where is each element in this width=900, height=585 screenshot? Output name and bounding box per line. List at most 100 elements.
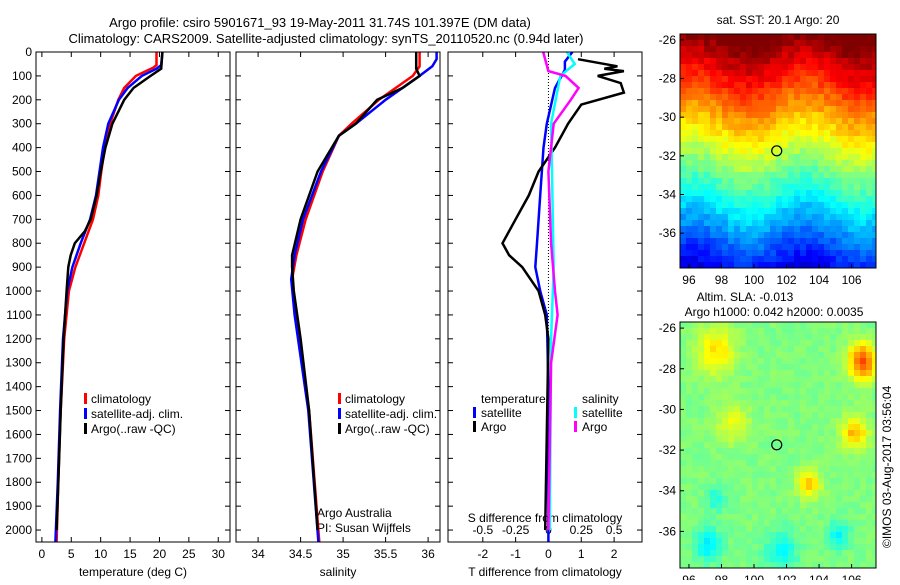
map-cell	[752, 484, 758, 490]
map-cell	[722, 532, 728, 538]
map-cell	[704, 364, 710, 370]
map-cell	[830, 478, 836, 484]
map-cell	[842, 232, 848, 238]
map-cell	[734, 418, 740, 424]
map-cell	[740, 148, 746, 154]
map-cell	[752, 220, 758, 226]
map-cell	[740, 394, 746, 400]
map-cell	[746, 526, 752, 532]
map-cell	[680, 460, 686, 466]
map-cell	[812, 232, 818, 238]
map-cell	[728, 70, 734, 76]
map-cell	[788, 112, 794, 118]
map-cell	[722, 106, 728, 112]
map-cell	[812, 388, 818, 394]
map-cell	[728, 262, 734, 268]
map-cell	[716, 388, 722, 394]
map-cell	[734, 346, 740, 352]
map-cell	[764, 340, 770, 346]
map-cell	[692, 514, 698, 520]
map-cell	[848, 184, 854, 190]
map-cell	[704, 460, 710, 466]
map-cell	[746, 430, 752, 436]
map-cell	[758, 136, 764, 142]
map-cell	[872, 388, 876, 394]
map-cell	[836, 70, 842, 76]
map-cell	[710, 478, 716, 484]
map-cell	[734, 454, 740, 460]
map-cell	[776, 472, 782, 478]
map-cell	[788, 40, 794, 46]
map-cell	[866, 388, 872, 394]
map-cell	[806, 376, 812, 382]
map-cell	[818, 136, 824, 142]
map-cell	[704, 70, 710, 76]
map-cell	[758, 130, 764, 136]
map-cell	[854, 220, 860, 226]
map-cell	[824, 40, 830, 46]
map-cell	[818, 454, 824, 460]
map-cell	[860, 178, 866, 184]
map-cell	[818, 154, 824, 160]
map-cell	[680, 100, 686, 106]
map-cell	[746, 100, 752, 106]
map-cell	[686, 58, 692, 64]
map-cell	[680, 532, 686, 538]
map-cell	[758, 40, 764, 46]
map-cell	[764, 496, 770, 502]
map-cell	[722, 412, 728, 418]
map-cell	[788, 256, 794, 262]
map-cell	[824, 328, 830, 334]
map-cell	[698, 364, 704, 370]
map-cell	[860, 454, 866, 460]
map-cell	[836, 154, 842, 160]
map-cell	[710, 358, 716, 364]
map-cell	[854, 520, 860, 526]
map-cell	[860, 466, 866, 472]
map-cell	[746, 436, 752, 442]
map-cell	[842, 556, 848, 562]
map-cell	[734, 544, 740, 550]
map-cell	[782, 454, 788, 460]
map-cell	[752, 502, 758, 508]
map-cell	[704, 136, 710, 142]
map-cell	[818, 400, 824, 406]
map-cell	[824, 322, 830, 328]
map-cell	[824, 154, 830, 160]
map-cell	[734, 238, 740, 244]
map-cell	[866, 136, 872, 142]
map-cell	[782, 172, 788, 178]
map-cell	[722, 52, 728, 58]
map-cell	[842, 550, 848, 556]
map-cell	[692, 58, 698, 64]
map-cell	[704, 556, 710, 562]
map-cell	[782, 364, 788, 370]
map-cell	[830, 76, 836, 82]
map-cell	[710, 328, 716, 334]
map-cell	[866, 46, 872, 52]
map-cell	[698, 34, 704, 40]
map-cell	[752, 172, 758, 178]
map-cell	[698, 388, 704, 394]
map-cell	[800, 460, 806, 466]
map-cell	[770, 220, 776, 226]
map-cell	[824, 496, 830, 502]
map-cell	[872, 514, 876, 520]
map-cell	[806, 382, 812, 388]
map-cell	[698, 208, 704, 214]
map-cell	[818, 184, 824, 190]
map-cell	[872, 154, 876, 160]
map-cell	[692, 118, 698, 124]
map-cell	[836, 232, 842, 238]
legend-title-salinity: salinity	[582, 392, 619, 406]
map-cell	[842, 472, 848, 478]
map-cell	[806, 334, 812, 340]
lat-tick-label: -36	[659, 226, 677, 240]
map-cell	[872, 520, 876, 526]
map-cell	[746, 514, 752, 520]
map-cell	[782, 526, 788, 532]
map-cell	[836, 406, 842, 412]
map-cell	[698, 70, 704, 76]
map-cell	[842, 76, 848, 82]
map-cell	[788, 532, 794, 538]
